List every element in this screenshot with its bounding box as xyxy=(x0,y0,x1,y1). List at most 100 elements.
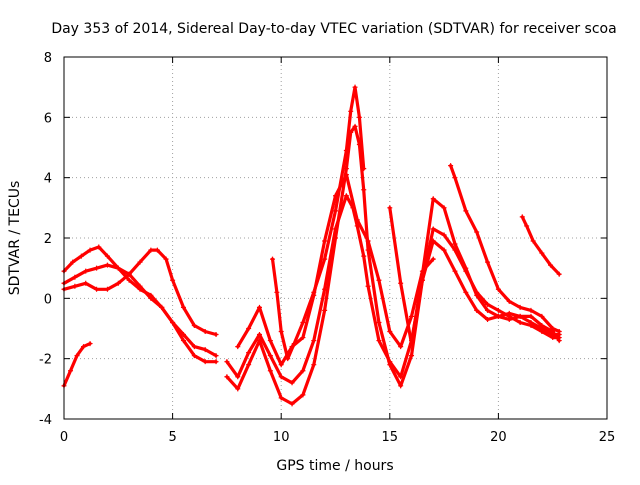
data-point xyxy=(441,232,447,238)
data-point xyxy=(550,335,556,341)
data-point xyxy=(83,280,89,286)
data-point xyxy=(343,148,349,154)
data-point xyxy=(256,332,262,338)
data-point xyxy=(485,259,491,265)
data-point xyxy=(517,304,523,310)
series-trace-4 xyxy=(61,247,219,338)
data-point xyxy=(311,362,317,368)
data-point xyxy=(352,123,358,129)
data-point xyxy=(278,374,284,380)
series-trace-10 xyxy=(448,163,562,335)
data-point xyxy=(343,193,349,199)
data-point xyxy=(180,332,186,338)
data-point xyxy=(278,329,284,335)
series-trace-11 xyxy=(519,214,562,277)
data-point xyxy=(530,238,536,244)
data-point xyxy=(300,392,306,398)
series-trace xyxy=(62,342,92,388)
data-point xyxy=(348,108,354,114)
data-point xyxy=(256,338,262,344)
data-point xyxy=(463,265,469,271)
data-point xyxy=(409,313,415,319)
data-point xyxy=(550,326,556,331)
x-tick-label: 0 xyxy=(60,430,68,445)
data-point xyxy=(361,253,367,259)
series-trace-7 xyxy=(235,172,436,368)
data-point xyxy=(539,313,545,319)
data-point xyxy=(104,253,110,259)
data-point xyxy=(361,187,367,193)
data-point xyxy=(387,329,393,335)
data-point xyxy=(548,262,554,268)
data-point xyxy=(539,322,545,328)
y-tick-label: 2 xyxy=(44,232,52,247)
data-point xyxy=(387,362,393,368)
data-point xyxy=(224,374,230,380)
data-point xyxy=(528,307,534,313)
data-point xyxy=(485,307,491,313)
data-point xyxy=(148,247,154,253)
data-point xyxy=(81,344,87,350)
data-point xyxy=(104,262,110,268)
x-tick-label: 15 xyxy=(382,430,399,445)
data-point xyxy=(278,362,284,368)
data-point xyxy=(441,247,447,253)
data-point xyxy=(441,205,447,211)
data-point xyxy=(361,166,367,172)
y-tick-label: 6 xyxy=(44,111,52,126)
data-point xyxy=(213,359,219,365)
data-point xyxy=(352,84,358,90)
data-point xyxy=(322,256,328,262)
data-point xyxy=(235,344,241,350)
data-point xyxy=(274,289,280,295)
data-point xyxy=(376,319,382,325)
data-point xyxy=(430,256,436,262)
x-axis-title: GPS time / hours xyxy=(276,458,393,474)
data-point xyxy=(409,353,415,359)
data-point xyxy=(528,313,534,319)
data-point xyxy=(356,114,362,120)
y-axis-title: SDTVAR / TECUs xyxy=(7,181,23,296)
data-point xyxy=(78,253,84,259)
series-trace-1 xyxy=(61,341,93,389)
series-trace xyxy=(449,164,561,334)
data-point xyxy=(96,244,102,250)
series-trace xyxy=(62,248,218,337)
data-point xyxy=(126,271,132,277)
data-point xyxy=(289,401,295,407)
data-series xyxy=(61,84,562,407)
data-point xyxy=(278,395,284,401)
data-point xyxy=(506,298,512,304)
data-point xyxy=(524,223,530,229)
data-point xyxy=(311,338,317,344)
data-point xyxy=(163,256,169,262)
data-point xyxy=(87,247,93,253)
series-trace xyxy=(388,197,561,346)
data-point xyxy=(485,301,491,307)
y-tick-label: -2 xyxy=(39,353,52,368)
data-point xyxy=(104,286,110,292)
data-point xyxy=(170,319,176,325)
series-trace-6 xyxy=(224,123,562,407)
data-point xyxy=(224,359,230,365)
data-point xyxy=(452,241,458,247)
data-point xyxy=(180,304,186,310)
data-point xyxy=(180,338,186,344)
data-point xyxy=(452,268,458,274)
data-point xyxy=(376,277,382,283)
data-point xyxy=(463,208,469,214)
data-point xyxy=(246,362,252,368)
data-point xyxy=(333,235,338,241)
data-point xyxy=(556,338,562,344)
data-point xyxy=(474,229,480,235)
data-point xyxy=(270,256,276,262)
series-trace xyxy=(270,85,366,361)
data-point xyxy=(202,359,208,365)
data-point xyxy=(115,280,121,286)
data-point xyxy=(68,368,74,374)
data-point xyxy=(256,304,262,310)
data-point xyxy=(235,374,241,380)
data-point xyxy=(365,283,371,289)
data-point xyxy=(70,259,76,265)
data-point xyxy=(213,353,219,359)
